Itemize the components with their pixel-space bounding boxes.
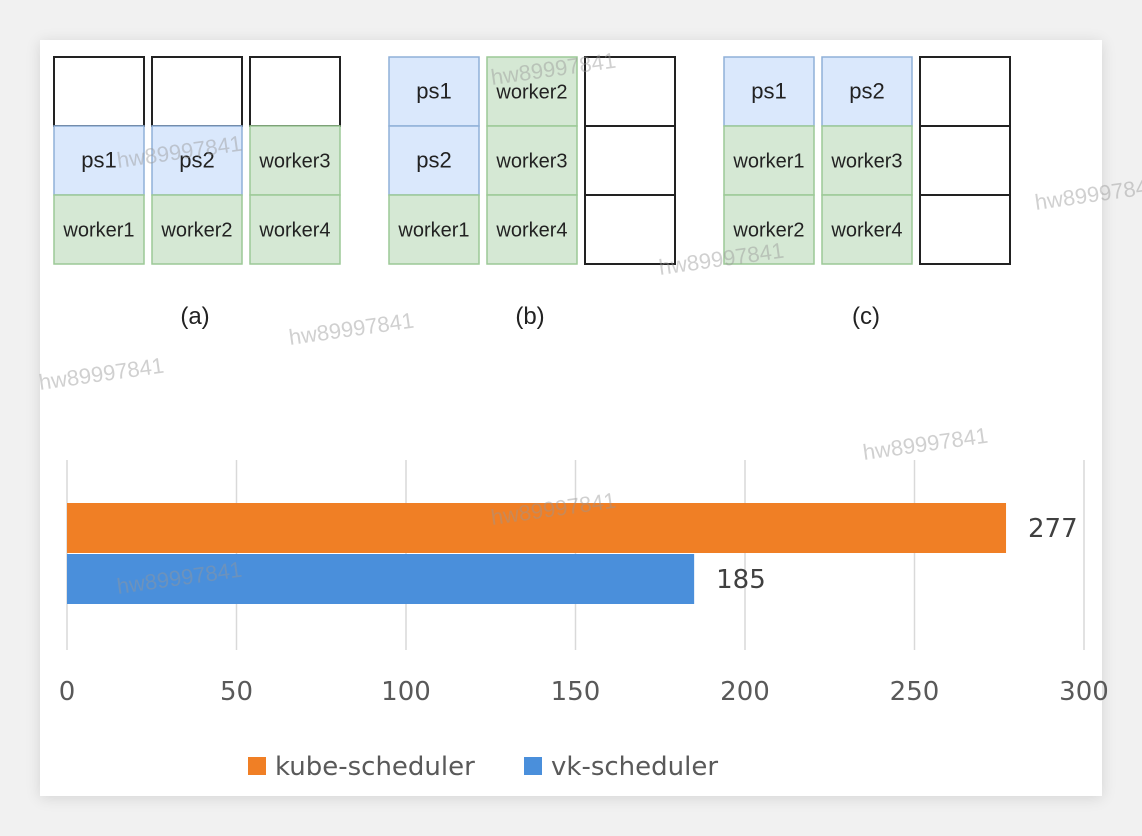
x-tick-label: 50 (220, 677, 253, 707)
ps-label: ps2 (179, 148, 214, 173)
worker-slot (151, 194, 243, 265)
worker-slot (723, 194, 815, 265)
worker-label: worker4 (830, 220, 902, 242)
empty-slot (249, 56, 341, 127)
empty-slot (919, 125, 1011, 196)
x-tick-label: 300 (1059, 677, 1109, 707)
empty-slot (919, 56, 1011, 127)
legend-label: vk-scheduler (551, 752, 718, 782)
worker-label: worker4 (495, 220, 567, 242)
x-tick-label: 150 (551, 677, 601, 707)
worker-slot (486, 194, 578, 265)
legend-swatch (524, 757, 542, 775)
bar-kube-scheduler (67, 503, 1007, 553)
chart-legend: kube-scheduler vk-scheduler (248, 752, 718, 782)
subfigure-caption: (c) (852, 303, 880, 330)
worker-label: worker2 (495, 82, 567, 104)
data-label: 277 (1028, 514, 1078, 544)
watermark-text: hw89997841 (657, 238, 785, 280)
watermark-text: hw89997841 (287, 308, 415, 350)
ps-label: ps2 (849, 79, 884, 104)
bar-vk-scheduler (67, 554, 695, 604)
ps-label: ps1 (751, 79, 786, 104)
ps-slot (53, 125, 145, 196)
empty-slot (151, 56, 243, 127)
empty-slot (584, 194, 676, 265)
ps-label: ps2 (416, 148, 451, 173)
worker-label: worker2 (732, 220, 804, 242)
worker-label: worker3 (830, 151, 902, 173)
worker-label: worker4 (258, 220, 330, 242)
ps-slot (821, 56, 913, 127)
ps-label: ps1 (416, 79, 451, 104)
legend-label: kube-scheduler (275, 752, 475, 782)
x-tick-label: 250 (890, 677, 940, 707)
worker-slot (486, 56, 578, 127)
ps-slot (151, 125, 243, 196)
legend-swatch (248, 757, 266, 775)
worker-label: worker1 (732, 151, 804, 173)
empty-slot (53, 56, 145, 127)
worker-label: worker3 (258, 151, 330, 173)
ps-slot (388, 56, 480, 127)
figure-card: ps1 worker1 ps2 worker2 worker3 worker4 (a) ps1… (37, 40, 1142, 796)
subfigure-caption: (b) (515, 303, 544, 330)
worker-slot (53, 194, 145, 265)
worker-slot (249, 194, 341, 265)
worker-label: worker2 (160, 220, 232, 242)
bar-chart: 0 50 100 150 200 250 300 277 185 (59, 460, 1109, 707)
worker-slot (821, 194, 913, 265)
worker-slot (388, 194, 480, 265)
subfigure-caption: (a) (180, 303, 209, 330)
watermark-text: hw89997841 (1033, 173, 1142, 215)
x-tick-label: 100 (381, 677, 431, 707)
watermark-text: hw89997841 (37, 353, 165, 395)
worker-label: worker3 (495, 151, 567, 173)
data-label: 185 (716, 565, 766, 595)
ps-label: ps1 (81, 148, 116, 173)
worker-label: worker1 (62, 220, 134, 242)
x-tick-label: 0 (59, 677, 76, 707)
empty-slot (584, 56, 676, 127)
worker-slot (723, 125, 815, 196)
placement-diagram: ps1 worker1 ps2 worker2 worker3 worker4 (a) ps1… (53, 56, 1011, 330)
empty-slot (584, 125, 676, 196)
watermark-text: hw89997841 (861, 423, 989, 465)
worker-label: worker1 (397, 220, 469, 242)
worker-slot (821, 125, 913, 196)
empty-slot (919, 194, 1011, 265)
ps-slot (723, 56, 815, 127)
ps-slot (388, 125, 480, 196)
x-tick-label: 200 (720, 677, 770, 707)
